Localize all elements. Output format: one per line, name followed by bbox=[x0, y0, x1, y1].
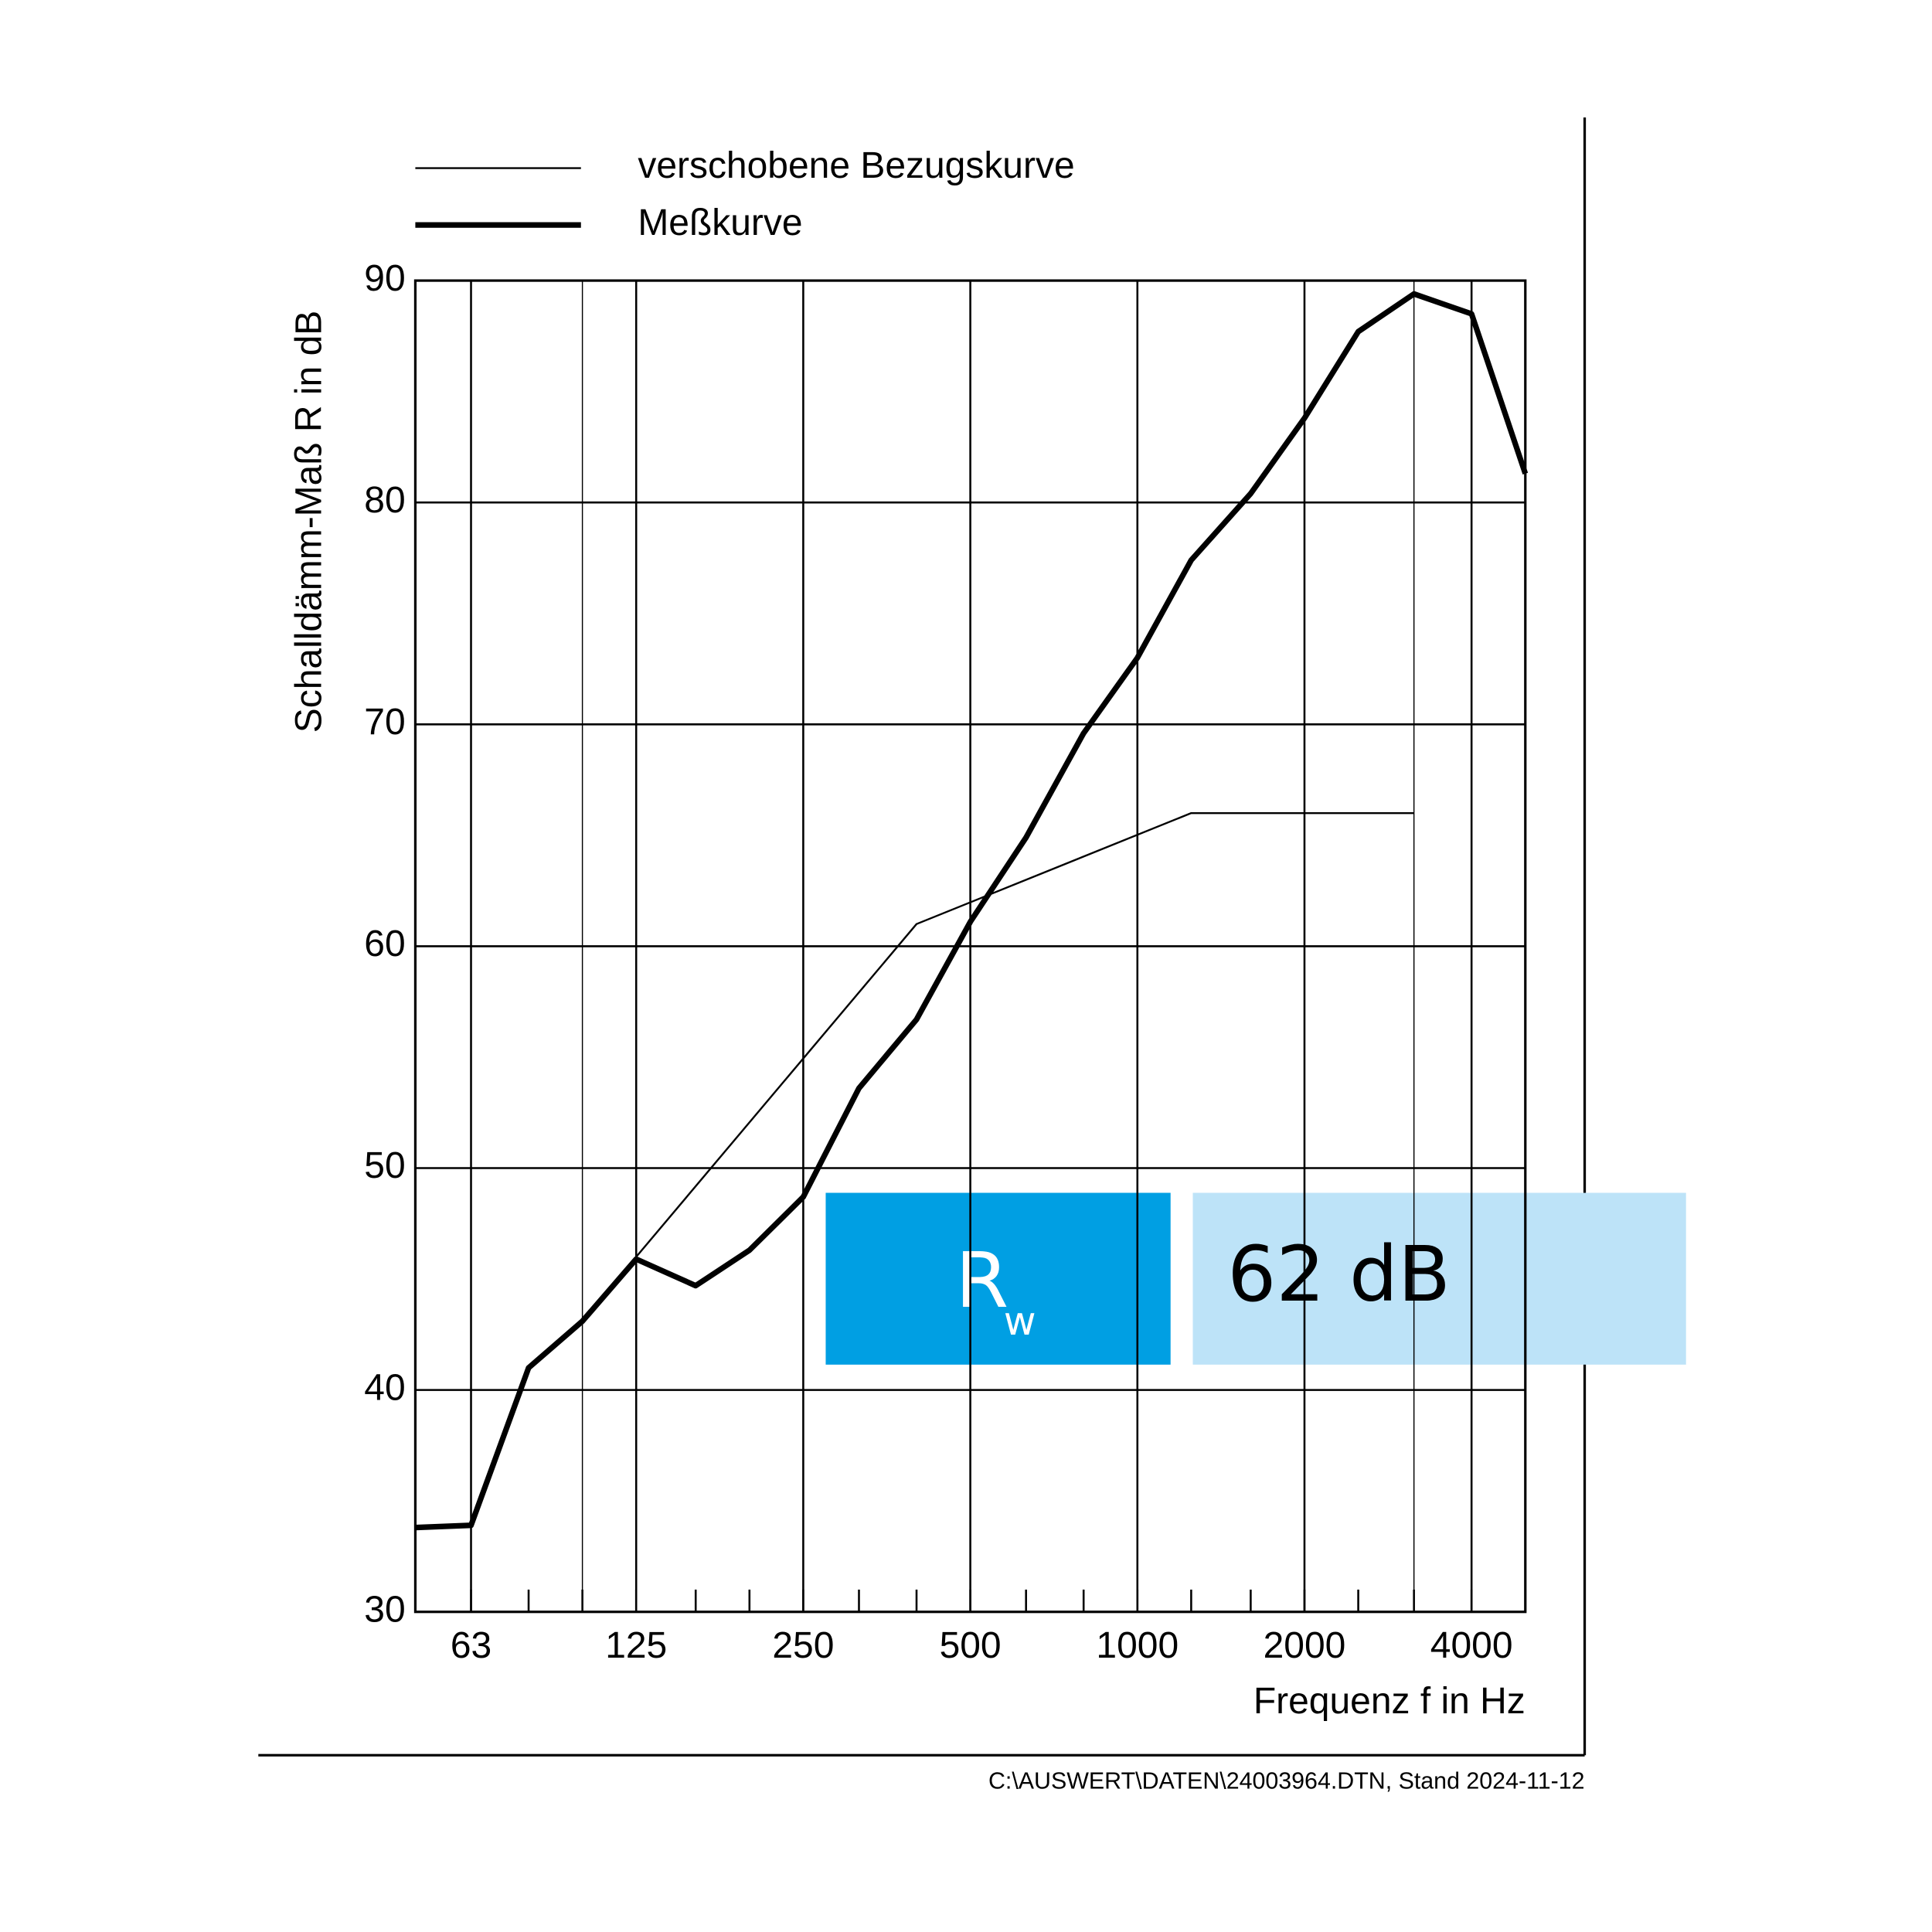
rating-symbol-box bbox=[825, 1192, 1171, 1365]
y-axis-label: Schalldämm-Maß R in dB bbox=[289, 311, 330, 733]
rating-value: 62 dB bbox=[1227, 1230, 1451, 1319]
x-tick-label: 250 bbox=[772, 1625, 834, 1666]
footer: C:\AUSWERT\DATEN\24003964.DTN, Stand 202… bbox=[988, 1767, 1585, 1794]
x-axis-label: Frequenz f in Hz bbox=[1253, 1681, 1526, 1722]
x-tick-label: 4000 bbox=[1430, 1625, 1513, 1666]
x-tick-label: 2000 bbox=[1264, 1625, 1346, 1666]
y-tick-label: 90 bbox=[364, 258, 405, 299]
y-tick-label: 40 bbox=[364, 1367, 405, 1408]
y-tick-label: 80 bbox=[364, 480, 405, 521]
y-tick-label: 30 bbox=[364, 1589, 405, 1630]
rating-subscript: w bbox=[1004, 1298, 1036, 1345]
x-tick-label: 500 bbox=[940, 1625, 1002, 1666]
y-tick-label: 70 bbox=[364, 702, 405, 743]
x-tick-label: 125 bbox=[605, 1625, 667, 1666]
y-tick-label: 60 bbox=[364, 923, 405, 964]
legend-label: verschobene Bezugskurve bbox=[638, 145, 1074, 186]
x-tick-label: 63 bbox=[451, 1625, 492, 1666]
series-line bbox=[635, 811, 1414, 1258]
series-line bbox=[415, 291, 1529, 1531]
rating-symbol: R bbox=[955, 1236, 1009, 1325]
x-tick-label: 1000 bbox=[1096, 1625, 1179, 1666]
y-tick-label: 50 bbox=[364, 1145, 405, 1186]
rating-value-box bbox=[1192, 1192, 1686, 1365]
legend-label: Meßkurve bbox=[638, 202, 802, 243]
